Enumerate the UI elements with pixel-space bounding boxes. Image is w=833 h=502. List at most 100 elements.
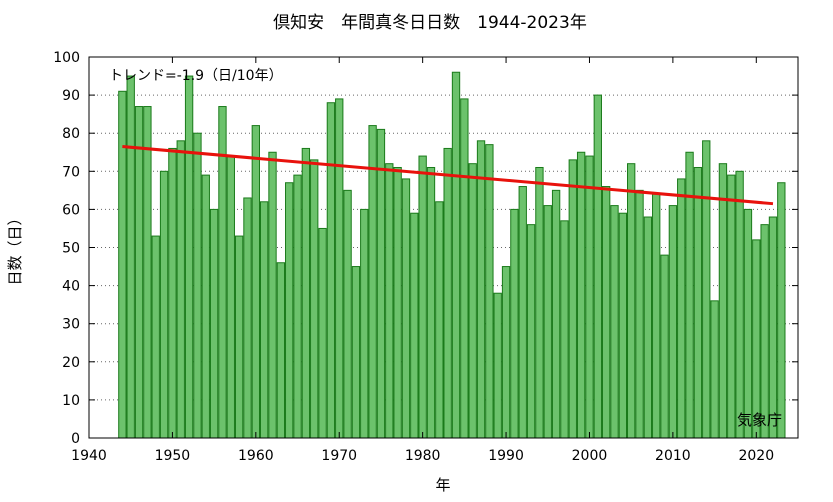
bar bbox=[118, 90, 127, 439]
source-label: 気象庁 bbox=[737, 411, 782, 429]
bar bbox=[468, 163, 477, 439]
y-tick-label: 80 bbox=[62, 126, 80, 142]
bar bbox=[201, 174, 210, 439]
bar bbox=[226, 155, 235, 439]
bar bbox=[293, 174, 302, 439]
bar bbox=[601, 186, 611, 439]
y-axis-label: 日数（日） bbox=[6, 210, 24, 285]
bar bbox=[176, 140, 185, 439]
x-axis-label: 年 bbox=[435, 476, 450, 494]
bar bbox=[393, 166, 402, 439]
bar bbox=[677, 178, 686, 439]
bar bbox=[251, 125, 260, 439]
bar bbox=[610, 205, 619, 439]
y-tick-label: 70 bbox=[62, 164, 80, 180]
trend-label: トレンド=-1.9（日/10年） bbox=[109, 68, 283, 84]
y-tick-label: 0 bbox=[71, 431, 80, 447]
bar bbox=[743, 208, 753, 439]
bar bbox=[301, 147, 311, 439]
bar bbox=[752, 239, 761, 439]
bar bbox=[501, 266, 511, 439]
bar bbox=[585, 155, 594, 439]
bar bbox=[443, 147, 452, 439]
y-tick-label: 100 bbox=[53, 50, 80, 66]
bar bbox=[234, 235, 244, 439]
bar bbox=[543, 205, 552, 439]
bar bbox=[435, 201, 444, 439]
bar bbox=[777, 182, 786, 439]
bar bbox=[259, 201, 269, 439]
bar bbox=[643, 216, 653, 439]
trend-line-group bbox=[122, 145, 774, 206]
bar bbox=[568, 159, 577, 439]
y-tick-label: 30 bbox=[62, 317, 80, 333]
bar bbox=[668, 205, 678, 439]
bar bbox=[193, 132, 202, 439]
bar bbox=[418, 155, 427, 439]
y-tick-label: 40 bbox=[62, 279, 80, 295]
bar bbox=[351, 266, 361, 439]
x-tick-label: 1980 bbox=[405, 448, 441, 464]
bar bbox=[710, 300, 719, 439]
bar bbox=[401, 178, 411, 439]
x-tick-label: 2000 bbox=[572, 448, 608, 464]
bar bbox=[385, 163, 394, 439]
bar bbox=[184, 75, 194, 439]
y-tick-label: 90 bbox=[62, 88, 80, 104]
bar bbox=[485, 144, 494, 439]
bar bbox=[510, 208, 519, 439]
bar bbox=[526, 224, 536, 439]
bar bbox=[376, 128, 386, 439]
bar bbox=[209, 208, 219, 439]
y-tick-label: 10 bbox=[62, 393, 80, 409]
bar bbox=[660, 254, 669, 439]
bar bbox=[460, 98, 469, 439]
bar bbox=[335, 98, 344, 439]
chart-title: 倶知安 年間真冬日日数 1944-2023年 bbox=[273, 13, 587, 33]
bar bbox=[360, 208, 369, 439]
bar bbox=[285, 182, 294, 439]
bar bbox=[126, 75, 135, 439]
bar bbox=[760, 224, 769, 439]
bar bbox=[368, 125, 377, 439]
bar bbox=[652, 193, 661, 439]
bars bbox=[118, 71, 786, 439]
bar bbox=[593, 94, 602, 439]
bar bbox=[493, 292, 502, 439]
bar bbox=[159, 170, 169, 439]
bar bbox=[727, 174, 736, 439]
bar bbox=[576, 151, 586, 439]
bar bbox=[627, 163, 636, 439]
bar bbox=[326, 102, 336, 439]
bar bbox=[635, 189, 644, 439]
bar bbox=[268, 151, 277, 439]
y-tick-label: 20 bbox=[62, 355, 80, 371]
x-tick-label: 1970 bbox=[321, 448, 357, 464]
bar bbox=[702, 140, 711, 439]
bar bbox=[318, 227, 327, 439]
x-tick-label: 2010 bbox=[655, 448, 691, 464]
y-tick-label: 60 bbox=[62, 202, 80, 218]
y-tick-label: 50 bbox=[62, 241, 80, 257]
bar bbox=[310, 159, 319, 439]
bar bbox=[276, 262, 286, 439]
bar bbox=[168, 147, 177, 439]
bar bbox=[618, 212, 628, 439]
bar bbox=[551, 189, 561, 439]
x-tick-label: 1940 bbox=[71, 448, 107, 464]
x-tick-label: 1990 bbox=[488, 448, 524, 464]
bar bbox=[143, 106, 152, 439]
bar bbox=[243, 197, 252, 439]
x-tick-label: 1950 bbox=[155, 448, 191, 464]
trend-line bbox=[122, 145, 774, 206]
bar bbox=[476, 140, 486, 439]
x-tick-label: 1960 bbox=[238, 448, 274, 464]
bar bbox=[426, 166, 436, 439]
bar bbox=[410, 212, 419, 439]
bar bbox=[718, 163, 728, 439]
bar bbox=[151, 235, 160, 439]
axes: 0 10 20 30 40 50 60 70 80 90 100 1940 1950 1960 1970 19… bbox=[53, 50, 798, 464]
bar bbox=[735, 170, 744, 439]
bar bbox=[768, 216, 778, 439]
